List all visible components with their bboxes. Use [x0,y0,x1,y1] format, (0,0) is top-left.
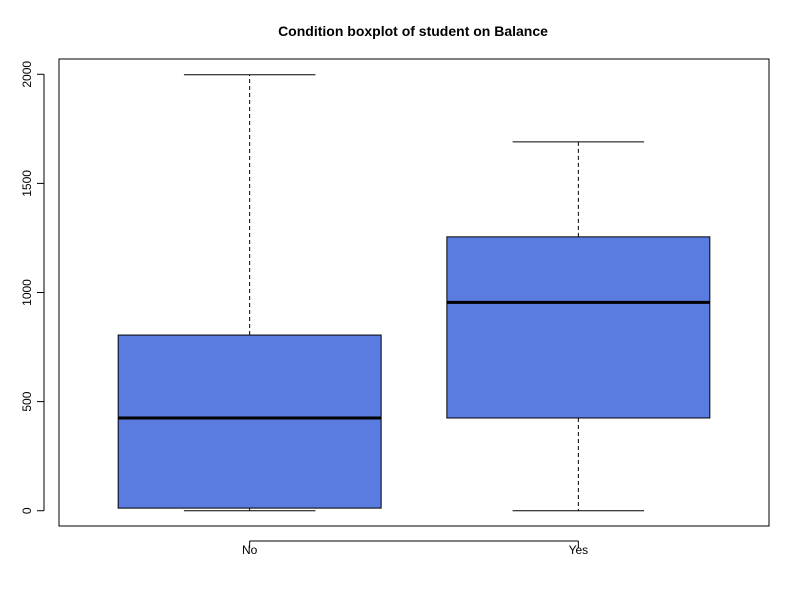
boxes [117,74,711,512]
x-axis: No Yes [242,540,589,557]
box-group-no [117,74,382,512]
iqr-box [446,236,711,419]
y-tick-label: 500 [20,391,34,411]
y-axis: 0 500 1000 1500 2000 [20,61,45,514]
y-tick-label: 1500 [20,170,34,197]
iqr-box [117,334,382,509]
chart-title: Condition boxplot of student on Balance [278,23,548,39]
y-tick-label: 1000 [20,279,34,306]
y-tick-label: 2000 [20,61,34,88]
box-group-yes [446,141,711,512]
x-tick-label: Yes [569,543,589,557]
x-tick-label: No [242,543,258,557]
plot-frame [58,58,770,527]
y-tick-label: 0 [20,507,34,514]
